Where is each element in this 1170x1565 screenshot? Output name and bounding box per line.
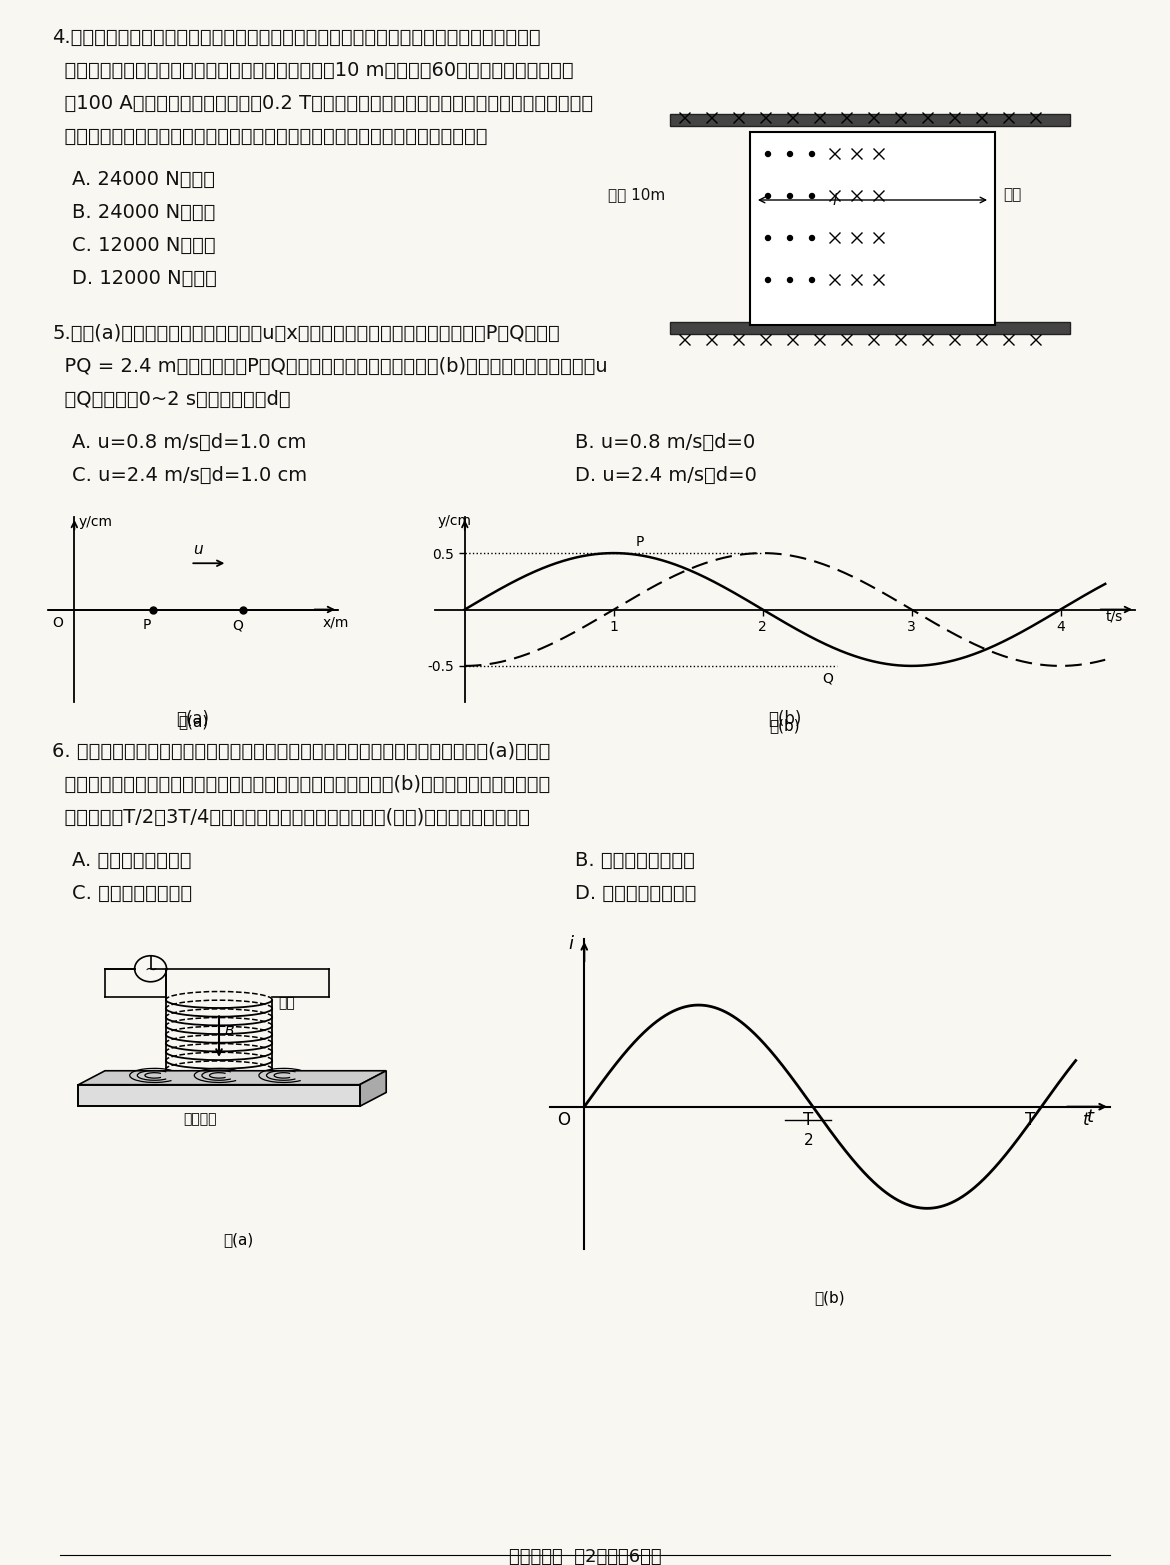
Text: 2: 2 bbox=[804, 1133, 813, 1149]
Circle shape bbox=[765, 152, 771, 156]
Text: PQ = 2.4 m且小于波长。P、Q两处质点的振动图像分别如图(b)中实线和虚线所示。波速u: PQ = 2.4 m且小于波长。P、Q两处质点的振动图像分别如图(b)中实线和虚… bbox=[51, 357, 607, 376]
Circle shape bbox=[787, 235, 792, 241]
Text: 线圈始终处于图示磁场中。忽略电磁感应的影响，线圈所受安培力的大小和方向是: 线圈始终处于图示磁场中。忽略电磁感应的影响，线圈所受安培力的大小和方向是 bbox=[51, 127, 488, 146]
Text: t: t bbox=[1087, 1108, 1094, 1125]
Text: 跑道: 跑道 bbox=[1003, 186, 1021, 202]
Text: B: B bbox=[225, 1024, 234, 1038]
Text: 传感器探头线圈置于被测材料上方，给线圈通正弦交变电流如图(b)所示，电路中箭头为电流: 传感器探头线圈置于被测材料上方，给线圈通正弦交变电流如图(b)所示，电路中箭头为… bbox=[51, 775, 550, 793]
Text: C. 12000 N，向左: C. 12000 N，向左 bbox=[73, 236, 215, 255]
Text: Q: Q bbox=[823, 671, 833, 685]
Text: l: l bbox=[833, 192, 837, 208]
Polygon shape bbox=[359, 1070, 386, 1106]
Circle shape bbox=[787, 152, 792, 156]
Text: 物理试题卷  第2页（共6页）: 物理试题卷 第2页（共6页） bbox=[509, 1548, 661, 1565]
Text: C. u=2.4 m/s，d=1.0 cm: C. u=2.4 m/s，d=1.0 cm bbox=[73, 466, 307, 485]
Text: 以100 A的电流，跑道上有大小为0.2 T的磁场，通过传感器控制磁场区域随飞机移动，使矩形: 以100 A的电流，跑道上有大小为0.2 T的磁场，通过传感器控制磁场区域随飞机… bbox=[51, 94, 593, 113]
Text: T: T bbox=[1025, 1111, 1035, 1128]
Text: B. 24000 N，向右: B. 24000 N，向右 bbox=[73, 203, 215, 222]
Bar bbox=[670, 114, 1071, 127]
Circle shape bbox=[765, 235, 771, 241]
Text: D. u=2.4 m/s，d=0: D. u=2.4 m/s，d=0 bbox=[574, 466, 757, 485]
Text: 培力作用下短距着陆。如图所示，在机身上安装长为10 m、匝数为60匝的矩形线圈，线圈通: 培力作用下短距着陆。如图所示，在机身上安装长为10 m、匝数为60匝的矩形线圈，… bbox=[51, 61, 573, 80]
Text: O: O bbox=[557, 1111, 570, 1128]
Text: 线圈: 线圈 bbox=[278, 997, 295, 1009]
Circle shape bbox=[787, 194, 792, 199]
Text: $u$: $u$ bbox=[193, 541, 204, 557]
Text: D. 12000 N，向右: D. 12000 N，向右 bbox=[73, 269, 216, 288]
Text: y/cm: y/cm bbox=[438, 513, 472, 527]
Text: 6. 柔性可穿戴设备导电复合材料电阻率的测量需要使用一种非接触式传感器。如图(a)所示，: 6. 柔性可穿戴设备导电复合材料电阻率的测量需要使用一种非接触式传感器。如图(a… bbox=[51, 742, 550, 761]
Text: B. u=0.8 m/s，d=0: B. u=0.8 m/s，d=0 bbox=[574, 434, 756, 452]
Text: t/s: t/s bbox=[1106, 610, 1122, 624]
Text: P: P bbox=[636, 535, 645, 549]
Text: ~: ~ bbox=[144, 961, 157, 977]
Text: 图(b): 图(b) bbox=[769, 711, 801, 728]
Polygon shape bbox=[78, 1070, 386, 1085]
Text: P: P bbox=[143, 618, 151, 632]
Text: 图(a): 图(a) bbox=[177, 711, 209, 728]
Text: 4.为缩短固定翼飞行器着陆后的滑行距离，有人构想在机身和跑道上安装设备，使飞行器在安: 4.为缩短固定翼飞行器着陆后的滑行距离，有人构想在机身和跑道上安装设备，使飞行器… bbox=[51, 28, 541, 47]
Text: 图(a): 图(a) bbox=[222, 1232, 253, 1247]
Text: 图(b): 图(b) bbox=[770, 718, 800, 732]
Text: t: t bbox=[1082, 1111, 1089, 1128]
Text: C. 不断减小，逆时针: C. 不断减小，逆时针 bbox=[73, 884, 192, 903]
Circle shape bbox=[810, 277, 814, 283]
Circle shape bbox=[810, 152, 814, 156]
Bar bbox=[670, 322, 1071, 333]
Bar bbox=[78, 1085, 359, 1106]
Text: y/cm: y/cm bbox=[78, 515, 112, 529]
Text: 正方向。在T/2～3T/4时间内关于涡旋电流的大小和方向(俯视)，下列说法正确的是: 正方向。在T/2～3T/4时间内关于涡旋电流的大小和方向(俯视)，下列说法正确的… bbox=[51, 808, 530, 826]
Bar bbox=[750, 131, 994, 326]
Text: 跑道 10m: 跑道 10m bbox=[607, 186, 665, 202]
Text: 图(a): 图(a) bbox=[178, 714, 208, 729]
Text: 被测材料: 被测材料 bbox=[184, 1113, 216, 1127]
Text: A. 24000 N，向左: A. 24000 N，向左 bbox=[73, 171, 215, 189]
Circle shape bbox=[810, 235, 814, 241]
Text: D. 不断减小，顺时针: D. 不断减小，顺时针 bbox=[574, 884, 696, 903]
Text: A. u=0.8 m/s，d=1.0 cm: A. u=0.8 m/s，d=1.0 cm bbox=[73, 434, 307, 452]
Text: i: i bbox=[569, 936, 573, 953]
Text: A. 不断增大，逆时针: A. 不断增大，逆时针 bbox=[73, 851, 192, 870]
Text: Q: Q bbox=[233, 618, 243, 632]
Circle shape bbox=[765, 277, 771, 283]
Text: 和Q处质点在0~2 s内的位移大小d是: 和Q处质点在0~2 s内的位移大小d是 bbox=[51, 390, 290, 408]
Text: B. 不断增大，顺时针: B. 不断增大，顺时针 bbox=[574, 851, 695, 870]
Text: x/m: x/m bbox=[322, 615, 349, 629]
Circle shape bbox=[765, 194, 771, 199]
Text: O: O bbox=[53, 615, 63, 629]
Circle shape bbox=[787, 277, 792, 283]
Text: 图(b): 图(b) bbox=[814, 1290, 845, 1305]
Text: T: T bbox=[803, 1111, 813, 1128]
Text: 5.如图(a)所示，一列简谐横波以速度u沿x轴正方向传播，在波的传播方向上有P、Q两点，: 5.如图(a)所示，一列简谐横波以速度u沿x轴正方向传播，在波的传播方向上有P、… bbox=[51, 324, 559, 343]
Circle shape bbox=[810, 194, 814, 199]
